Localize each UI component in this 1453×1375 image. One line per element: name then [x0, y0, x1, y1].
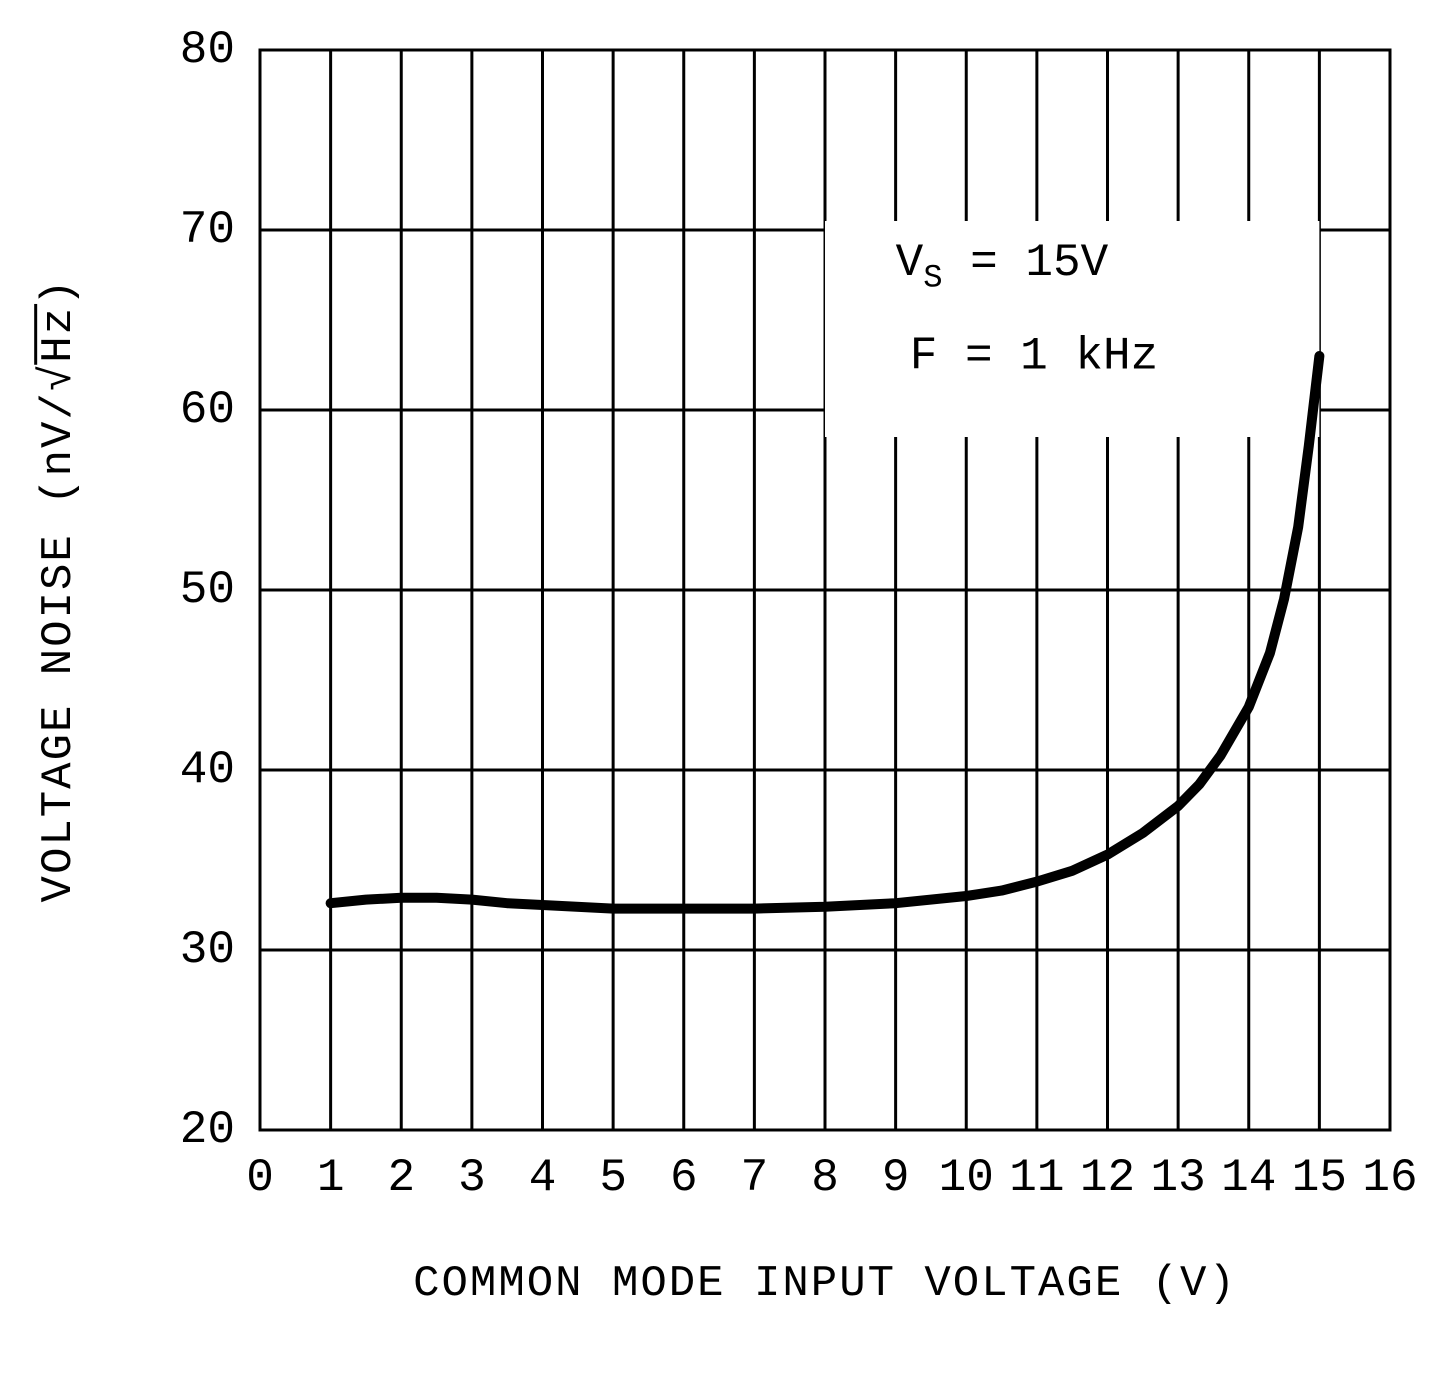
chart-annotation: F = 1 kHz	[910, 331, 1158, 383]
y-tick-label: 80	[180, 24, 235, 76]
y-tick-label: 40	[180, 744, 235, 796]
y-axis-label: VOLTAGE NOISE (nV/√Hz)	[34, 278, 84, 903]
x-tick-label: 13	[1151, 1152, 1206, 1204]
x-tick-label: 5	[599, 1152, 627, 1204]
y-tick-label: 20	[180, 1104, 235, 1156]
x-tick-label: 11	[1009, 1152, 1064, 1204]
x-tick-label: 15	[1292, 1152, 1347, 1204]
x-tick-label: 12	[1080, 1152, 1135, 1204]
x-tick-label: 0	[246, 1152, 274, 1204]
y-tick-label: 50	[180, 564, 235, 616]
svg-text:VOLTAGE NOISE (nV/√Hz): VOLTAGE NOISE (nV/√Hz)	[34, 278, 84, 903]
x-tick-label: 16	[1362, 1152, 1417, 1204]
x-tick-label: 1	[317, 1152, 345, 1204]
x-tick-label: 6	[670, 1152, 698, 1204]
x-tick-label: 2	[387, 1152, 415, 1204]
y-tick-label: 60	[180, 384, 235, 436]
voltage-noise-chart: VS = 15VF = 1 kHz01234567891011121314151…	[0, 0, 1453, 1375]
x-axis-label: COMMON MODE INPUT VOLTAGE (V)	[413, 1259, 1237, 1309]
x-tick-label: 3	[458, 1152, 486, 1204]
x-tick-label: 4	[529, 1152, 557, 1204]
x-tick-label: 14	[1221, 1152, 1276, 1204]
y-tick-label: 70	[180, 204, 235, 256]
x-tick-label: 7	[741, 1152, 769, 1204]
x-tick-label: 10	[939, 1152, 994, 1204]
x-tick-label: 9	[882, 1152, 910, 1204]
x-tick-label: 8	[811, 1152, 839, 1204]
y-tick-label: 30	[180, 924, 235, 976]
